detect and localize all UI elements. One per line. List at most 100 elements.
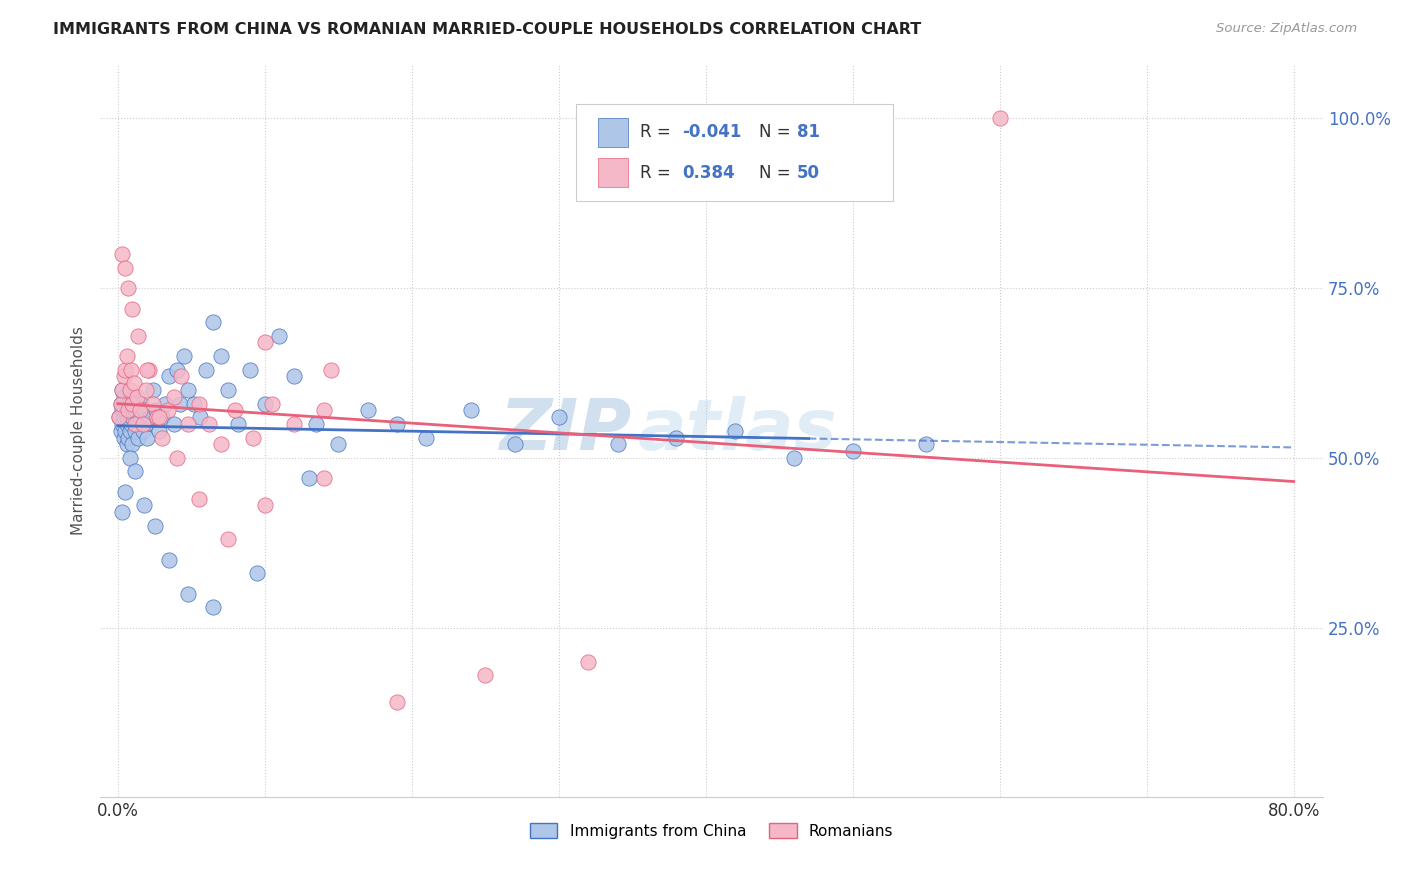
Point <box>134 403 156 417</box>
Point <box>112 431 135 445</box>
Point <box>111 403 134 417</box>
Point <box>124 403 146 417</box>
Point <box>415 431 437 445</box>
Point <box>202 600 225 615</box>
Point <box>118 424 141 438</box>
Point <box>124 417 146 431</box>
Point <box>118 383 141 397</box>
Point <box>150 431 173 445</box>
Point <box>121 437 143 451</box>
Point <box>503 437 526 451</box>
Point <box>117 431 139 445</box>
Point <box>121 396 143 410</box>
Point <box>118 403 141 417</box>
Point <box>283 369 305 384</box>
Point <box>169 396 191 410</box>
Point <box>305 417 328 431</box>
Point <box>111 505 134 519</box>
Point <box>135 383 157 397</box>
Point <box>988 112 1011 126</box>
Point <box>224 403 246 417</box>
Point <box>114 260 136 275</box>
Point <box>209 437 232 451</box>
Point <box>198 417 221 431</box>
Point <box>156 403 179 417</box>
Point <box>111 383 134 397</box>
Text: R =: R = <box>640 163 681 182</box>
Point <box>157 553 180 567</box>
Point <box>135 417 157 431</box>
Point <box>138 362 160 376</box>
Point <box>474 668 496 682</box>
Point <box>547 410 569 425</box>
Point <box>246 566 269 581</box>
Point <box>253 499 276 513</box>
Point <box>148 410 170 425</box>
Point <box>114 362 136 376</box>
Point <box>262 396 284 410</box>
Point <box>121 301 143 316</box>
Point <box>136 431 159 445</box>
Text: 0.384: 0.384 <box>682 163 734 182</box>
Point <box>665 431 688 445</box>
Point <box>128 410 150 425</box>
Point <box>111 383 134 397</box>
Point <box>122 376 145 391</box>
Point <box>110 396 132 410</box>
Point <box>385 695 408 709</box>
Text: 50: 50 <box>797 163 820 182</box>
Point <box>127 431 149 445</box>
Point <box>117 281 139 295</box>
Point <box>134 499 156 513</box>
Point <box>177 383 200 397</box>
Point <box>114 484 136 499</box>
Point <box>328 437 350 451</box>
Point <box>153 396 176 410</box>
Point <box>157 369 180 384</box>
Point <box>242 431 264 445</box>
Y-axis label: Married-couple Households: Married-couple Households <box>72 326 86 535</box>
Point <box>127 328 149 343</box>
Point <box>114 424 136 438</box>
Point <box>253 396 276 410</box>
Point <box>166 450 188 465</box>
Point <box>136 362 159 376</box>
Point <box>356 403 378 417</box>
Point <box>146 410 169 425</box>
Point <box>188 410 211 425</box>
Point <box>842 444 865 458</box>
Point <box>183 396 205 410</box>
Point <box>110 396 132 410</box>
Point <box>162 417 184 431</box>
Point <box>125 417 148 431</box>
Point <box>129 396 152 410</box>
Point <box>173 349 195 363</box>
Point <box>120 417 142 431</box>
Point <box>187 396 209 410</box>
Point <box>117 410 139 425</box>
Point <box>187 491 209 506</box>
Point <box>460 403 482 417</box>
Point <box>117 396 139 410</box>
Text: N =: N = <box>759 163 796 182</box>
Point <box>166 362 188 376</box>
Point <box>162 390 184 404</box>
Point <box>283 417 305 431</box>
Legend: Immigrants from China, Romanians: Immigrants from China, Romanians <box>524 816 900 845</box>
Point <box>783 450 806 465</box>
Point <box>112 390 135 404</box>
Point <box>177 587 200 601</box>
Text: atlas: atlas <box>638 396 838 466</box>
Text: N =: N = <box>759 123 796 142</box>
Point <box>724 424 747 438</box>
Point <box>217 533 239 547</box>
Point <box>142 396 165 410</box>
Point <box>150 410 173 425</box>
Point <box>118 450 141 465</box>
Text: R =: R = <box>640 123 676 142</box>
Point <box>121 410 143 425</box>
Point <box>226 417 249 431</box>
Point <box>915 437 938 451</box>
Point <box>139 410 162 425</box>
Point <box>312 403 335 417</box>
